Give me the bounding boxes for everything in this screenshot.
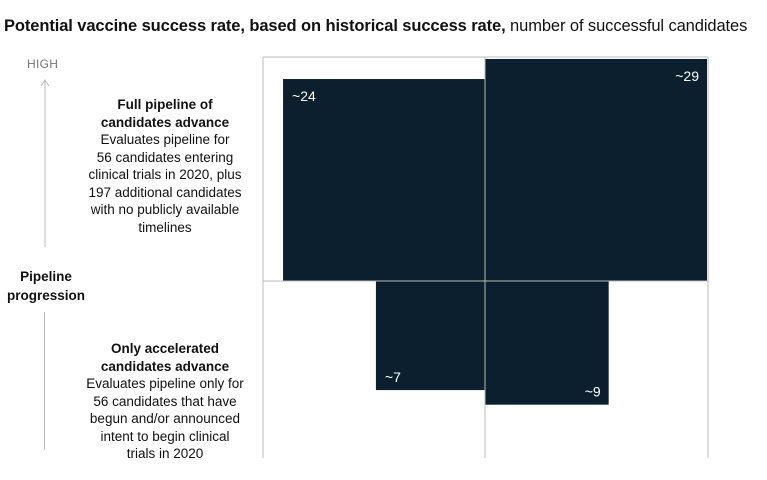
y-axis-title-line2: progression [6, 288, 85, 303]
row-description-line: 56 candidates that have [93, 393, 237, 409]
row-description-line: with no publicly available [90, 202, 240, 217]
row-heading-line2: candidates advance [100, 358, 230, 374]
row-label-accelerated: Only accelerated candidates advance Eval… [70, 340, 260, 463]
data-label-0-1: ~29 [675, 68, 699, 84]
row-description-line: 56 candidates entering [96, 149, 234, 165]
row-description-line: trials in 2020 [126, 446, 204, 461]
data-label-1-0: ~7 [385, 369, 401, 385]
data-label-0-0: ~24 [292, 88, 316, 104]
chart-title-subtitle: number of successful candidates [505, 17, 748, 35]
bar-0-0 [283, 79, 485, 281]
row-heading-line2: candidates advance [100, 114, 230, 130]
axis-up-arrow-icon [40, 79, 50, 247]
row-description-line: clinical trials in 2020, plus [88, 167, 242, 182]
bar-1-0 [375, 281, 485, 391]
row-description-line: timelines [138, 219, 192, 235]
y-axis-title-line1: Pipeline [20, 269, 72, 284]
row-label-full-pipeline: Full pipeline of candidates advance Eval… [70, 96, 260, 236]
row-description-line: Evaluates pipeline only for [86, 376, 244, 391]
axis-line-lower [44, 312, 45, 450]
bar-1-1 [485, 281, 609, 405]
row-heading-line1: Full pipeline of [117, 97, 213, 112]
y-axis-title: Pipeline progression [0, 267, 92, 305]
row-heading-line1: Only accelerated [110, 341, 220, 356]
bar-0-1 [485, 59, 707, 281]
chart-title-bold: Potential vaccine success rate, based on… [4, 17, 506, 35]
row-description-line: begun and/or announced [89, 411, 241, 426]
chart-title: Potential vaccine success rate, based on… [4, 17, 747, 36]
axis-high-label: HIGH [27, 57, 59, 71]
data-label-1-1: ~9 [585, 384, 601, 400]
row-description-line: Evaluates pipeline for [100, 132, 230, 147]
row-description-line: 197 additional candidates [88, 184, 242, 200]
row-description-line: intent to begin clinical [100, 428, 230, 444]
